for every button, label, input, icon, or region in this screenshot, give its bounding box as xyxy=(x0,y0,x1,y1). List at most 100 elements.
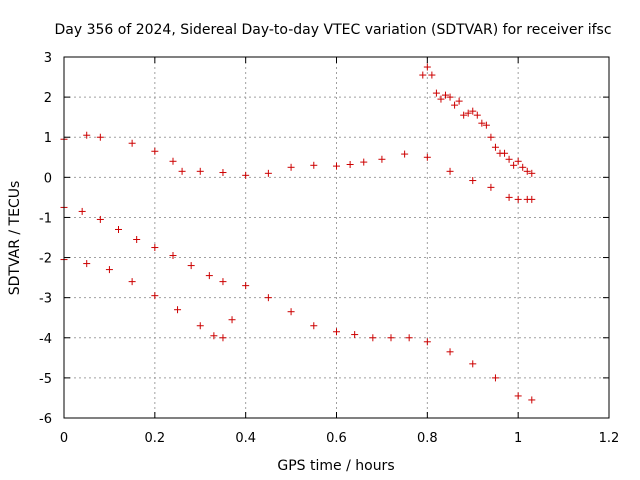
data-point xyxy=(437,95,445,103)
data-point xyxy=(423,338,431,346)
data-point xyxy=(346,160,354,168)
data-point xyxy=(528,195,536,203)
x-tick-label: 0.6 xyxy=(326,431,347,446)
data-point xyxy=(78,207,86,215)
data-point xyxy=(514,195,522,203)
data-point xyxy=(487,133,495,141)
data-point xyxy=(401,150,409,158)
y-tick-label: 2 xyxy=(44,91,52,106)
data-point xyxy=(428,71,436,79)
data-point xyxy=(169,252,177,260)
data-point xyxy=(333,328,340,336)
data-point xyxy=(128,139,136,147)
data-point xyxy=(446,167,454,175)
data-point xyxy=(460,111,468,119)
data-point xyxy=(387,334,395,342)
data-point xyxy=(133,236,141,244)
data-point xyxy=(219,278,227,286)
data-point xyxy=(83,131,91,139)
y-tick-label: -3 xyxy=(39,292,52,307)
data-point xyxy=(83,260,91,268)
data-point xyxy=(514,157,522,165)
data-point xyxy=(482,121,490,129)
data-point xyxy=(514,392,522,400)
data-point xyxy=(487,183,495,191)
data-point xyxy=(242,282,250,290)
data-point xyxy=(219,169,227,177)
data-point xyxy=(178,167,186,175)
data-point xyxy=(423,153,431,161)
x-tick-label: 0 xyxy=(60,431,68,446)
data-point xyxy=(446,348,454,356)
data-point xyxy=(196,167,204,175)
data-point xyxy=(310,322,318,330)
data-point xyxy=(455,97,463,105)
data-point xyxy=(501,149,509,157)
y-tick-label: -5 xyxy=(39,372,52,387)
data-point xyxy=(151,292,159,300)
data-point xyxy=(242,171,250,179)
data-point xyxy=(105,266,113,274)
data-point xyxy=(478,119,486,127)
data-point xyxy=(469,360,477,368)
data-point xyxy=(115,225,122,233)
data-point xyxy=(473,111,481,119)
data-point xyxy=(264,169,272,177)
data-point xyxy=(219,334,227,342)
data-point xyxy=(451,101,459,109)
data-point xyxy=(491,143,499,151)
data-point xyxy=(528,396,536,404)
data-point xyxy=(205,272,213,280)
data-point xyxy=(351,331,359,339)
data-point xyxy=(287,308,295,316)
plot-frame xyxy=(63,56,610,419)
data-point xyxy=(310,161,318,169)
data-point xyxy=(264,294,272,302)
y-tick-label: 3 xyxy=(44,51,52,66)
data-point xyxy=(96,215,104,223)
data-point xyxy=(174,306,182,314)
data-point xyxy=(446,93,454,101)
data-point xyxy=(510,161,518,169)
data-point xyxy=(469,107,477,115)
data-point xyxy=(442,91,449,99)
x-axis-label: GPS time / hours xyxy=(277,458,394,474)
data-point xyxy=(491,374,499,382)
data-point xyxy=(187,262,195,270)
y-axis-label: SDTVAR / TECUs xyxy=(7,181,23,296)
y-tick-label: -4 xyxy=(39,332,52,347)
data-point xyxy=(505,155,513,163)
y-tick-label: 0 xyxy=(44,171,52,186)
data-point xyxy=(128,278,136,286)
x-tick-label: 0.8 xyxy=(417,431,438,446)
data-point xyxy=(464,109,472,117)
data-point xyxy=(528,169,536,177)
data-point xyxy=(228,316,236,324)
data-point xyxy=(432,89,440,97)
y-tick-label: 1 xyxy=(44,131,52,146)
data-point xyxy=(96,133,104,141)
data-point xyxy=(151,244,159,252)
data-point xyxy=(519,163,527,171)
data-point xyxy=(423,63,431,71)
data-point xyxy=(419,71,427,79)
data-point xyxy=(169,157,177,165)
chart-title: Day 356 of 2024, Sidereal Day-to-day VTE… xyxy=(54,22,611,38)
tick-layer: 0 0.2 0.4 0.6 0.8 1 1.2 -6 -5 -4 -3 -2 -1 0 1 2 3 xyxy=(39,51,619,446)
data-point xyxy=(369,334,377,342)
x-tick-label: 1 xyxy=(514,431,522,446)
y-tick-label: -6 xyxy=(39,412,52,427)
data-point xyxy=(505,193,513,201)
y-tick-label: -1 xyxy=(39,211,52,226)
data-point xyxy=(196,322,204,330)
data-point xyxy=(360,158,368,166)
data-point xyxy=(210,332,218,340)
data-point xyxy=(405,334,413,342)
grid-layer xyxy=(64,57,609,418)
data-point xyxy=(378,155,386,163)
data-point xyxy=(523,167,531,175)
x-tick-label: 1.2 xyxy=(599,431,620,446)
data-point xyxy=(287,163,295,171)
x-tick-label: 0.4 xyxy=(235,431,256,446)
